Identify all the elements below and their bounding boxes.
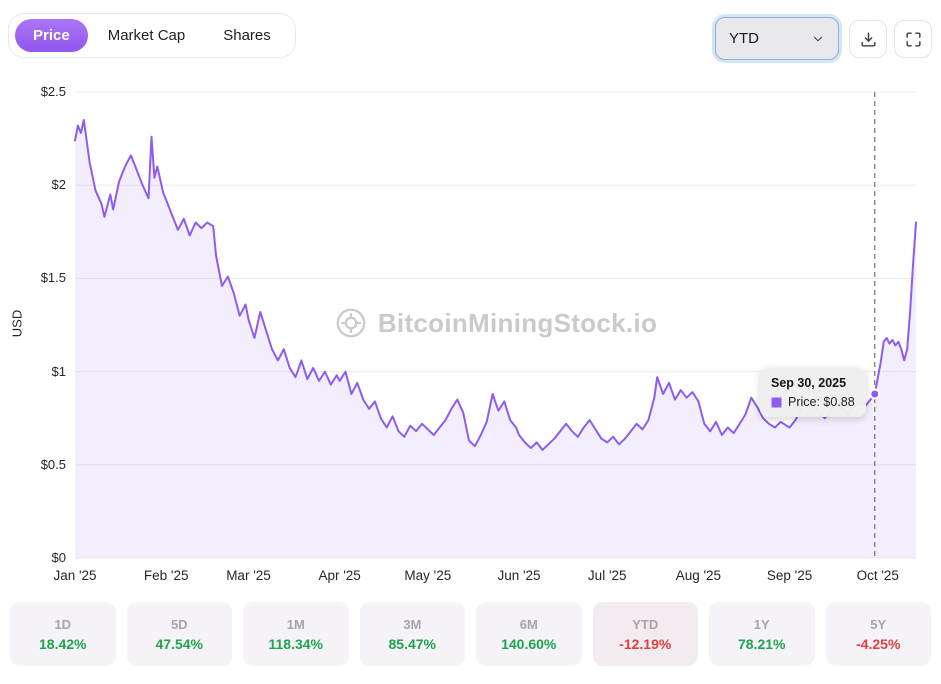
stat-value: 140.60% — [501, 635, 557, 652]
range-select-value: YTD — [729, 30, 759, 47]
range-stat-1m[interactable]: 1M 118.34% — [243, 602, 349, 666]
area-fill — [75, 120, 916, 558]
stat-value: 118.34% — [268, 635, 324, 652]
range-stat-5y[interactable]: 5Y -4.25% — [825, 602, 931, 666]
chart-tooltip: Sep 30, 2025 Price: $0.88 — [760, 368, 866, 417]
tab-market-cap[interactable]: Market Cap — [107, 27, 186, 44]
tab-shares[interactable]: Shares — [223, 27, 271, 44]
period-stats: 1D 18.42% 5D 47.54% 1M 118.34% 3M 85.47%… — [10, 602, 931, 666]
tab-price[interactable]: Price — [15, 19, 88, 52]
stat-label: 5Y — [870, 616, 887, 632]
range-stat-5d[interactable]: 5D 47.54% — [126, 602, 232, 666]
download-button[interactable] — [849, 20, 887, 58]
stat-label: YTD — [632, 616, 659, 632]
price-chart[interactable] — [0, 80, 941, 580]
range-stat-3m[interactable]: 3M 85.47% — [359, 602, 465, 666]
stat-label: 3M — [403, 616, 422, 632]
range-stat-1y[interactable]: 1Y 78.21% — [709, 602, 815, 666]
range-stat-1d[interactable]: 1D 18.42% — [10, 602, 116, 666]
chart-metric-tabs: Price Market Cap Shares — [8, 13, 296, 58]
range-stat-6m[interactable]: 6M 140.60% — [476, 602, 582, 666]
stat-label: 5D — [170, 616, 188, 632]
range-select[interactable]: YTD — [715, 17, 839, 60]
stat-label: 1M — [286, 616, 305, 632]
fullscreen-icon — [905, 31, 921, 47]
stat-value: 18.42% — [39, 635, 87, 652]
stat-value: -12.19% — [619, 635, 672, 652]
stat-value: -4.25% — [856, 635, 901, 652]
stat-label: 1D — [54, 616, 72, 632]
range-stat-ytd[interactable]: YTD -12.19% — [592, 602, 698, 666]
stat-value: 47.54% — [155, 635, 203, 652]
tooltip-price: Price: $0.88 — [788, 395, 855, 409]
fullscreen-button[interactable] — [894, 20, 932, 58]
tooltip-date: Sep 30, 2025 — [771, 376, 847, 390]
stat-value: 85.47% — [388, 635, 436, 652]
stat-label: 6M — [519, 616, 538, 632]
stat-value: 78.21% — [738, 635, 786, 652]
marker-dot — [869, 388, 881, 400]
chevron-down-icon — [813, 36, 823, 41]
download-icon — [860, 31, 876, 47]
stat-label: 1Y — [753, 616, 770, 632]
series-swatch — [771, 396, 782, 408]
